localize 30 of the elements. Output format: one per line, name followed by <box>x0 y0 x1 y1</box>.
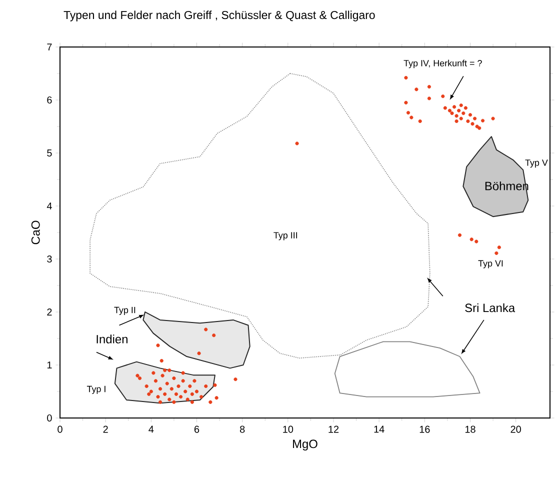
annotation: Indien <box>96 334 128 344</box>
annotation: Typ II <box>114 306 136 315</box>
y-axis-title: CaO <box>31 220 40 244</box>
annotation: Typ III <box>274 232 298 240</box>
x-tick-label: 16 <box>420 426 430 433</box>
x-tick-label: 0 <box>58 426 62 433</box>
annotation: Typ I <box>86 386 106 394</box>
y-tick-label: 7 <box>47 44 52 50</box>
annotation: Typ IV, Herkunft = ? <box>404 60 482 68</box>
x-tick-label: 4 <box>148 426 154 433</box>
y-tick-label: 6 <box>47 96 52 104</box>
x-axis-title: MgO <box>293 440 318 450</box>
x-tick-label: 18 <box>465 426 476 433</box>
x-tick-label: 14 <box>374 426 384 433</box>
y-tick-label: 0 <box>47 414 52 422</box>
x-tick-label: 12 <box>328 426 339 433</box>
annotation: Typ VI <box>478 260 503 268</box>
x-tick-label: 8 <box>240 426 245 433</box>
x-tick-label: 6 <box>194 426 200 433</box>
x-tick-label: 2 <box>103 426 108 433</box>
y-tick-label: 3 <box>47 255 52 263</box>
y-tick-label: 4 <box>46 202 52 210</box>
annotation: Sri Lanka <box>465 303 516 312</box>
y-tick-label: 1 <box>47 362 52 368</box>
chart-title: Typen und Felder nach Greiff , Schüssler & Quast & Calligaro <box>64 10 375 22</box>
y-tick-label: 5 <box>47 150 52 156</box>
x-tick-label: 10 <box>283 426 294 433</box>
annotation: Typ V <box>525 160 548 168</box>
y-tick-label: 2 <box>47 308 52 316</box>
x-tick-label: 20 <box>510 426 521 433</box>
